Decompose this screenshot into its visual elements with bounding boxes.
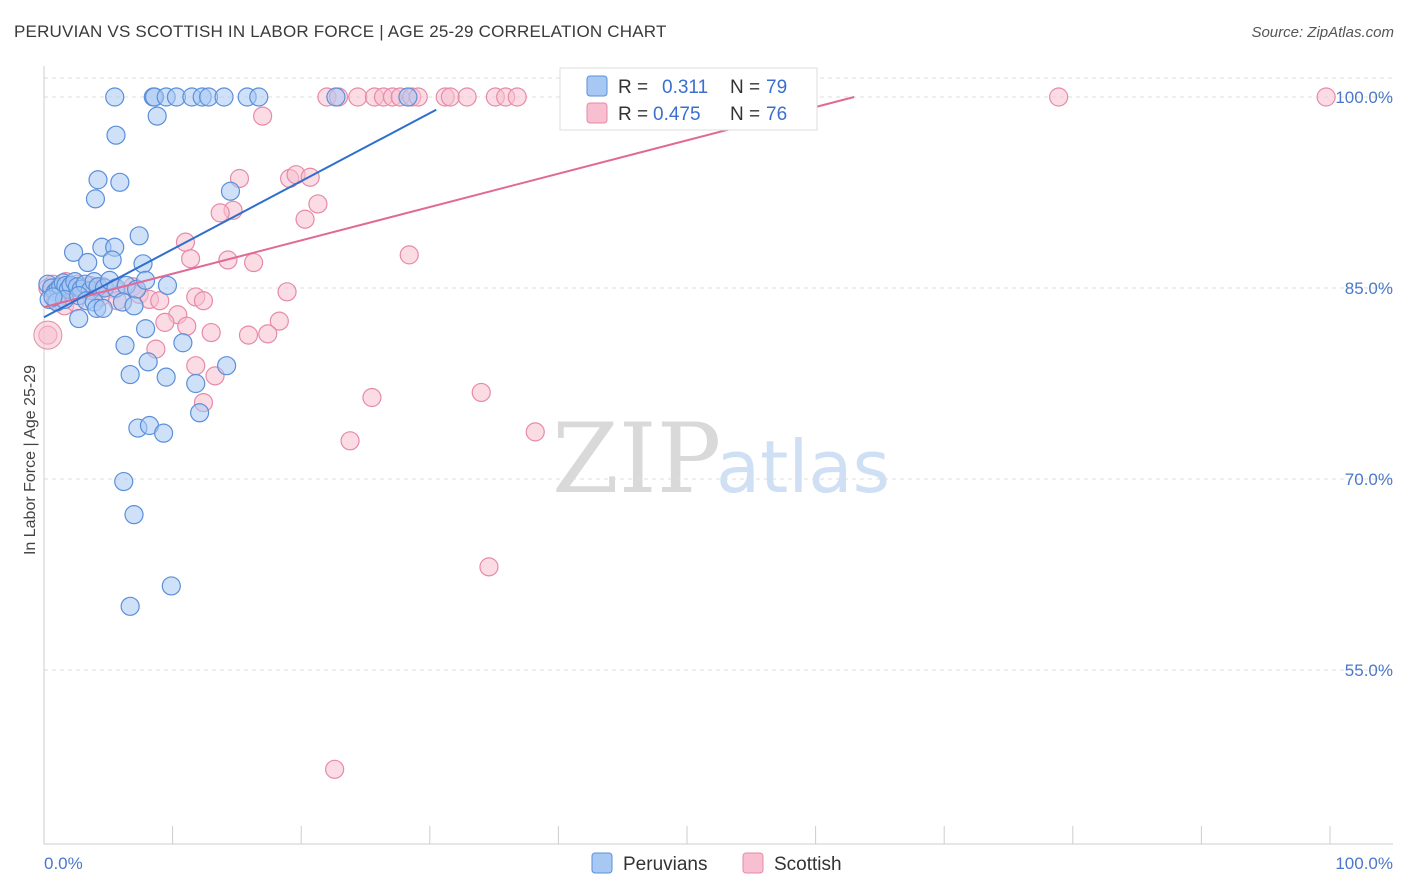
legend-n-value-peruvians: 79 [766,77,787,98]
data-point [249,87,269,107]
legend-r-label-scottish: R = [618,104,648,125]
data-point [238,325,259,345]
data-point [106,125,126,145]
axes [43,66,1393,845]
data-point [156,367,176,387]
correlation-legend: R = 0.311 N = 79 R = 0.475 N = 76 [559,67,818,131]
data-point [173,333,193,353]
data-point [63,242,84,262]
legend-swatch-scottish [586,102,608,124]
legend-swatch-peruvians [586,75,608,97]
legend-n-value-scottish: 76 [766,104,787,125]
data-point [325,759,345,779]
data-point [155,312,175,332]
data-point [110,172,130,192]
data-point [33,320,63,350]
data-point [93,298,113,318]
data-point [102,250,122,270]
data-point [217,356,237,376]
y-tick-label: 55.0% [1345,661,1393,680]
gridlines [44,77,1393,671]
x-tick-label-max: 100.0% [1335,854,1393,873]
data-point [348,87,368,107]
x-tick-label-min: 0.0% [44,854,83,873]
watermark-zip: ZIP [552,403,721,515]
data-point [340,431,360,451]
data-point [326,87,346,107]
data-point [244,252,264,273]
legend-n-label-scottish: N = [730,104,760,125]
data-point [115,335,135,355]
data-point [105,87,125,107]
data-point [138,352,158,372]
data-point [153,423,174,443]
data-point [295,209,315,229]
data-point [190,403,210,423]
data-point [88,170,108,190]
legend-r-value-scottish: 0.475 [653,104,701,125]
data-point [362,387,382,408]
legend-r-value-peruvians: 0.311 [662,77,708,98]
data-point [161,576,181,596]
series-legend: Peruvians Scottish [591,852,842,875]
data-point [157,275,178,296]
data-point [147,106,167,126]
bottom-legend-swatch-peruvians [591,852,613,874]
data-point [43,287,63,307]
bottom-legend-peruvians: Peruvians [623,854,708,875]
data-point [1049,87,1069,107]
data-point [457,87,477,107]
data-point [186,356,206,376]
data-point [124,296,144,316]
trend-line-scottish [43,96,855,309]
data-point [525,422,545,442]
bottom-legend-scottish: Scottish [774,854,842,875]
source-credit: Source: ZipAtlas.com [1251,24,1394,41]
data-point [124,505,144,525]
peruvian-points [38,87,418,616]
y-tick-label: 85.0% [1345,279,1393,298]
y-tick-labels: 55.0% 70.0% 85.0% 100.0% [1335,88,1393,680]
data-point [78,252,98,273]
trend-line-peruvians [43,108,437,319]
data-point [177,316,197,336]
data-point [181,249,201,269]
data-point [135,319,156,339]
trend-lines [43,96,855,319]
data-point [150,291,170,311]
data-point [114,471,134,492]
data-point [308,194,328,214]
data-point [220,181,241,201]
y-tick-label: 100.0% [1335,88,1393,107]
data-point [201,322,221,343]
data-point [258,324,278,344]
legend-r-label-peruvians: R = [618,77,648,98]
data-point [507,87,527,107]
y-tick-label: 70.0% [1345,470,1393,489]
data-point [399,245,419,265]
chart-title: PERUVIAN VS SCOTTISH IN LABOR FORCE | AG… [14,22,667,41]
y-axis-label: In Labor Force | Age 25-29 [22,365,39,555]
data-point [269,311,289,331]
data-point [193,291,214,311]
data-point [253,106,273,126]
watermark-atlas: atlas [716,425,890,509]
data-point [120,364,140,385]
data-point [120,596,140,616]
data-point [277,282,297,302]
data-point [214,87,234,107]
legend-n-label-peruvians: N = [730,77,760,98]
data-point [129,226,149,246]
data-point [440,87,460,107]
data-point [1316,87,1336,107]
data-point [186,373,206,394]
data-point [210,203,230,223]
bottom-legend-swatch-scottish [742,852,764,874]
data-point [398,87,418,107]
data-point [471,382,491,403]
data-point [85,189,106,209]
data-point [69,308,89,329]
data-point [479,557,499,577]
